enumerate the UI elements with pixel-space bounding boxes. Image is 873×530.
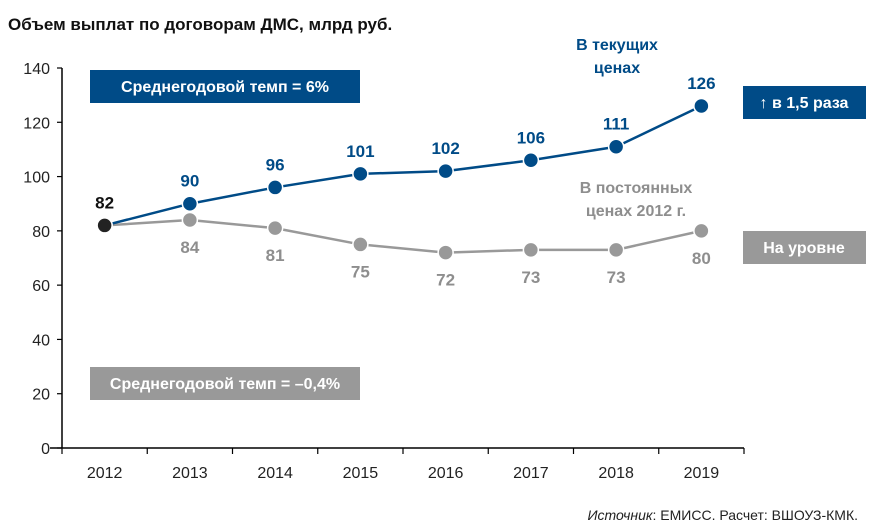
data-point-constant [437,244,454,261]
change-constant-box [743,231,866,264]
data-point-constant [607,241,625,259]
data-label-current: 126 [687,74,715,93]
rate-constant-box [90,367,360,400]
series-line-current [104,104,702,227]
data-point-current [266,179,284,196]
y-tick-label: 20 [32,387,50,404]
data-label-constant: 73 [607,268,626,287]
series-name-current-line1: В текущих [576,37,658,54]
change-constant-text: На уровне [763,240,845,257]
data-label-constant: 80 [692,249,711,268]
y-tick-label: 100 [23,170,50,187]
chart-title: Объем выплат по договорам ДМС, млрд руб. [8,15,392,34]
series-name-current-line2: ценах [594,60,640,77]
data-label-current: 111 [603,115,630,134]
x-tick-label: 2013 [172,465,208,482]
y-tick-label: 60 [32,278,50,295]
data-label-current: 90 [180,172,199,191]
series-lines [104,104,702,254]
series-name-constant-line1: В постоянных [580,180,693,197]
series-name-constant-line2: ценах 2012 г. [586,203,686,220]
data-label-constant: 72 [436,271,455,290]
data-label-constant: 81 [266,246,285,265]
y-tick-label: 0 [41,441,50,458]
source-label: Источник [588,507,654,523]
data-point-current [693,97,710,115]
x-tick-label: 2017 [513,465,549,482]
y-tick-label: 40 [32,332,50,349]
data-point-current [96,217,113,234]
rate-current-box [90,70,360,103]
data-labels: 82 90 96 101 102 106 111 126 84 81 75 72 73 73 80 [95,74,715,290]
x-tick-label: 2012 [87,465,123,482]
data-label-constant: 84 [180,238,199,257]
rate-current-text: Среднегодовой темп = 6% [121,79,329,96]
y-tick-label: 80 [32,224,50,241]
change-current-box [743,86,866,119]
x-tick-label: 2018 [598,465,634,482]
change-current-text: ↑ в 1,5 раза [760,95,849,112]
data-point-current [352,165,369,183]
axes: 0 20 40 60 80 100 120 140 2012 2013 2014 2015 2016 20… [23,61,745,482]
data-label-current: 102 [431,139,459,158]
data-point-current [607,138,625,155]
data-point-constant [266,219,284,237]
data-point-current [522,152,540,169]
source-text: : ЕМИСС. Расчет: ВШОУЗ-КМК. [653,507,858,523]
series-line-constant [104,218,702,254]
x-tick-label: 2016 [428,465,464,482]
data-point-current [181,195,199,212]
data-point-current [437,162,454,180]
data-point-constant [181,211,199,229]
data-point-constant [693,222,710,240]
data-point-constant [522,241,540,259]
data-label-current: 82 [95,193,114,212]
rate-constant-text: Среднегодовой темп = –0,4% [110,376,340,393]
data-label-constant: 75 [351,262,370,281]
x-tick-label: 2019 [684,465,720,482]
data-label-constant: 73 [521,268,540,287]
data-label-current: 96 [266,155,285,174]
x-tick-label: 2014 [257,465,293,482]
y-tick-label: 120 [23,115,50,132]
y-tick-label: 140 [23,61,50,78]
source-note: Источник: ЕМИСС. Расчет: ВШОУЗ-КМК. [588,507,859,523]
series-points [96,97,710,261]
data-point-constant [352,236,369,253]
x-tick-label: 2015 [343,465,379,482]
data-label-current: 101 [346,142,374,161]
data-label-current: 106 [517,128,545,147]
